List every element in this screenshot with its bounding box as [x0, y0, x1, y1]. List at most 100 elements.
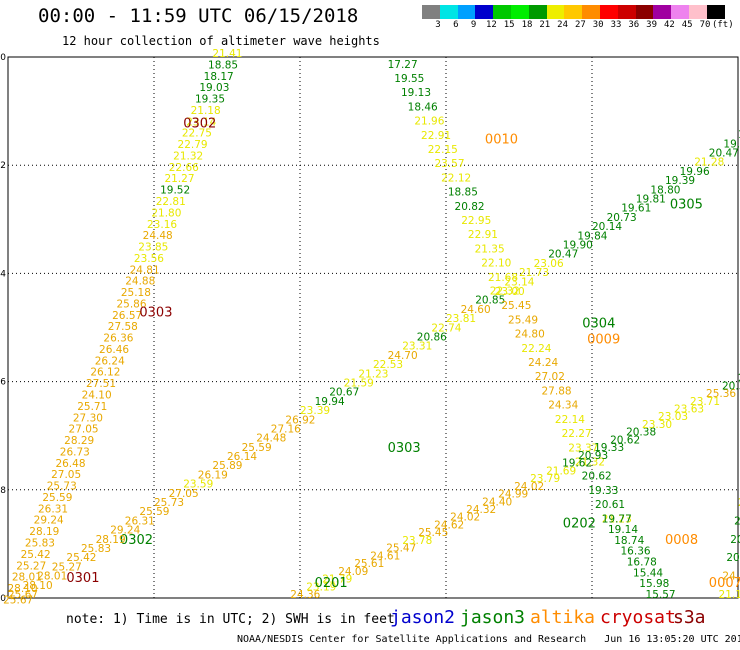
swh-value: 21.41 [212, 48, 242, 60]
swh-value: 24.61 [370, 550, 400, 562]
track-time-label: 0302 [120, 533, 153, 548]
swh-value: 19.33 [594, 442, 624, 454]
swh-value: 26.19 [198, 469, 228, 481]
swh-value: 21.27 [164, 173, 194, 185]
colorbar-tick-label: 3 [435, 20, 441, 30]
swh-value: 15.44 [633, 567, 663, 579]
colorbar-swatch [706, 5, 725, 19]
swh-value: 20.73 [607, 212, 637, 224]
swh-value: 27.05 [169, 488, 199, 500]
map-frame [7, 56, 739, 599]
swh-value: 25.27 [52, 561, 82, 573]
footer-credit: NOAA/NESDIS Center for Satellite Applica… [237, 634, 740, 645]
colorbar-swatch [493, 5, 511, 19]
y-tick-label: -54 [0, 269, 6, 279]
swh-value: 21.69 [546, 465, 576, 477]
y-tick-label: -52 [0, 161, 6, 171]
swh-value: 24.24 [528, 357, 558, 369]
swh-value: 20.61 [595, 499, 625, 511]
swh-value: 28.01 [37, 571, 67, 583]
swh-value: 18.17 [204, 71, 234, 83]
swh-value: 21.96 [414, 116, 444, 128]
swh-value: 20.62 [582, 471, 612, 483]
swh-value: 21.68 [488, 272, 518, 284]
swh-value: 26.36 [103, 333, 133, 345]
colorbar-tick-label: 27 [574, 20, 586, 30]
swh-value: 24.81 [130, 264, 160, 276]
swh-value: 17.27 [388, 59, 418, 71]
swh-value: 24.62 [434, 519, 464, 531]
swh-value: 27.58 [108, 321, 138, 333]
swh-value: 25.18 [121, 287, 151, 299]
swh-value: 25.47 [386, 543, 416, 555]
swh-value: 28.10 [23, 580, 53, 592]
colorbar-tick-label: 18 [521, 20, 533, 30]
swh-value: 24.70 [388, 350, 418, 362]
swh-value: 20.47 [548, 249, 578, 261]
swh-value: 18.85 [208, 59, 238, 71]
swh-value: 20.82 [455, 201, 485, 213]
track-time-label: 0301 [66, 571, 99, 586]
colorbar-swatch [582, 5, 600, 19]
swh-value: 23.03 [658, 411, 688, 423]
colorbar-swatch [671, 5, 689, 19]
colorbar-swatch [564, 5, 583, 19]
swh-value: 23.37 [568, 442, 598, 454]
swh-value: 25.27 [16, 560, 46, 572]
swh-value: 23.06 [534, 258, 564, 270]
swh-value: 18.07 [738, 129, 740, 141]
swh-value: 23.85 [138, 242, 168, 254]
swh-value: 18.80 [650, 184, 680, 196]
swh-value: 24.30 [722, 571, 740, 583]
colorbar-swatch [546, 5, 565, 19]
swh-value: 20.85 [475, 295, 505, 307]
swh-value: 25.83 [81, 543, 111, 555]
swh-value: 19.94 [315, 396, 345, 408]
swh-value: 26.31 [38, 503, 68, 515]
legend-altika: altika [530, 607, 596, 628]
swh-value: 21.28 [694, 157, 724, 169]
colorbar-tick-label: 45 [681, 20, 693, 30]
colorbar-tick-label: 6 [453, 20, 459, 30]
swh-value: 19.61 [621, 203, 651, 215]
swh-value: 21.23 [358, 368, 388, 380]
legend-cryosat: cryosat [600, 607, 676, 628]
swh-value: 26.73 [60, 446, 90, 458]
swh-value: 15.57 [646, 589, 676, 601]
swh-value: 25.59 [42, 492, 72, 504]
swh-value: 25.67 [8, 589, 38, 601]
swh-value: 23.14 [504, 276, 534, 288]
colorbar-swatch [635, 5, 654, 19]
legend-jason3: jason3 [460, 607, 526, 628]
swh-value: 22.27 [562, 428, 592, 440]
swh-value: 23.81 [446, 313, 476, 325]
swh-value: 23.00 [495, 286, 525, 298]
swh-value: 19.55 [394, 73, 424, 85]
swh-value: 24.40 [482, 496, 512, 508]
swh-value: 24.10 [82, 390, 112, 402]
swh-value: 25.73 [154, 497, 184, 509]
swh-value: 22.91 [468, 229, 498, 241]
colorbar-swatch [688, 5, 707, 19]
swh-value: 24.02 [514, 481, 544, 493]
swh-value: 25.83 [25, 537, 55, 549]
swh-value: 19.77 [602, 513, 632, 525]
swh-value: 16.36 [621, 546, 651, 558]
swh-value: 28.01 [12, 572, 42, 584]
track-time-label: 0201 [315, 576, 348, 591]
swh-value: 24.80 [515, 329, 545, 341]
swh-value: 19.33 [588, 485, 618, 497]
colorbar-tick-label: 24 [557, 20, 569, 30]
swh-value: 22.66 [169, 162, 199, 174]
swh-value: 21.09 [738, 497, 740, 509]
swh-value: 23.71 [690, 396, 720, 408]
swh-value: 25.73 [47, 481, 77, 493]
swh-value: 28.29 [64, 435, 94, 447]
track-time-label: 0304 [582, 317, 615, 332]
track-time-label: 0010 [485, 133, 518, 148]
track-time-label: 0305 [670, 197, 703, 212]
swh-value: 25.59 [242, 442, 272, 454]
swh-value: 24.36 [290, 589, 320, 601]
swh-value: 26.48 [55, 458, 85, 470]
swh-value: 24.88 [125, 276, 155, 288]
